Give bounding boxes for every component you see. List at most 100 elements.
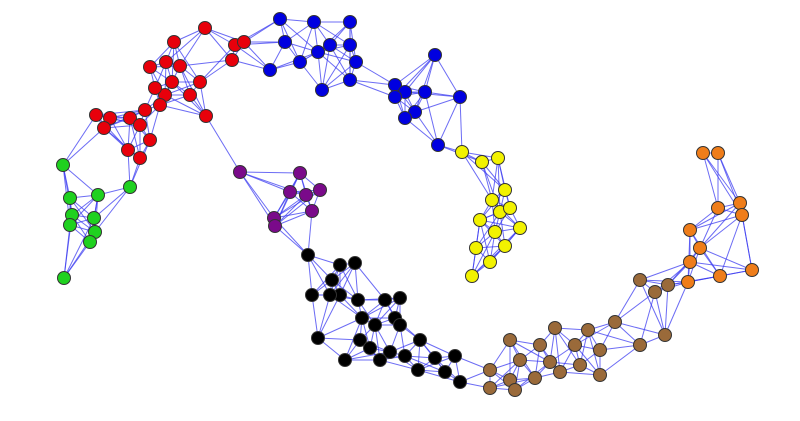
node-blue [315,83,329,97]
node-red [153,98,167,112]
node-yellow [503,201,517,215]
graph-edge [354,262,386,301]
graph-edge [159,104,207,117]
graph-edge [471,227,521,277]
node-blue [398,111,412,125]
graph-edge [554,327,581,366]
node-yellow [485,193,499,207]
graph-edge [307,210,313,256]
node-black [311,331,325,345]
node-orange [735,208,749,222]
graph-edge [614,291,656,323]
node-purple [299,188,313,202]
node-black [393,291,407,305]
node-yellow [469,241,483,255]
graph-edge [239,171,301,174]
node-blue [388,90,402,104]
edges-layer [62,18,753,391]
node-red [183,88,197,102]
node-red [165,75,179,89]
node-red [143,60,157,74]
graph-edge [173,41,201,83]
graph-edge [554,327,561,373]
node-yellow [475,155,489,169]
graph-edge [461,151,506,191]
node-orange [711,146,725,160]
node-green [63,218,77,232]
graph-edge [93,186,131,219]
graph-edge [317,294,331,339]
node-purple [313,183,327,197]
node-green [57,271,71,285]
node-yellow [455,145,469,159]
node-black [428,351,442,365]
node-purple [268,219,282,233]
node-orange [745,263,759,277]
node-red [143,133,157,147]
node-green [63,191,77,205]
node-orange [681,275,695,289]
node-brown [593,343,607,357]
node-green [123,180,137,194]
graph-edge [349,79,396,98]
graph-edge [349,79,396,86]
graph-edge [699,207,719,249]
graph-edge [491,157,499,201]
node-yellow [513,221,527,235]
node-brown [648,285,662,299]
node-yellow [498,183,512,197]
node-brown [528,371,542,385]
graph-edge [719,214,743,277]
node-black [453,375,467,389]
node-brown [548,321,562,335]
graph-edge [614,321,666,336]
graph-edge [361,297,401,319]
node-brown [543,355,557,369]
graph-edge [614,279,641,323]
node-brown [533,338,547,352]
node-black [398,349,412,363]
node-brown [633,338,647,352]
graph-edge [424,91,439,146]
node-yellow [465,269,479,283]
node-orange [733,196,747,210]
node-orange [683,223,697,237]
graph-edge [667,247,701,286]
node-brown [593,368,607,382]
node-red [225,53,239,67]
node-blue [343,15,357,29]
node-green [83,235,97,249]
graph-edge [321,44,331,91]
graph-edge [307,254,331,296]
node-red [121,143,135,157]
graph-edge [205,115,241,173]
node-red [173,59,187,73]
graph-edge [699,214,743,249]
graph-edge [479,219,491,263]
node-blue [343,38,357,52]
node-yellow [473,213,487,227]
node-black [378,293,392,307]
node-brown [573,358,587,372]
graph-edge [689,261,753,271]
graph-edge [639,279,666,336]
node-blue [323,38,337,52]
graph-edge [434,54,461,98]
node-red [237,35,251,49]
node-blue [418,85,432,99]
node-green [91,188,105,202]
node-orange [693,241,707,255]
node-orange [711,201,725,215]
graph-edge [509,339,551,363]
node-black [305,288,319,302]
node-blue [307,15,321,29]
graph-edge [664,281,689,336]
graph-edge [62,164,99,196]
graph-edge [317,317,363,339]
node-blue [431,138,445,152]
node-brown [503,333,517,347]
node-red [193,75,207,89]
node-purple [233,165,247,179]
node-black [413,333,427,347]
graph-edge [417,369,461,383]
